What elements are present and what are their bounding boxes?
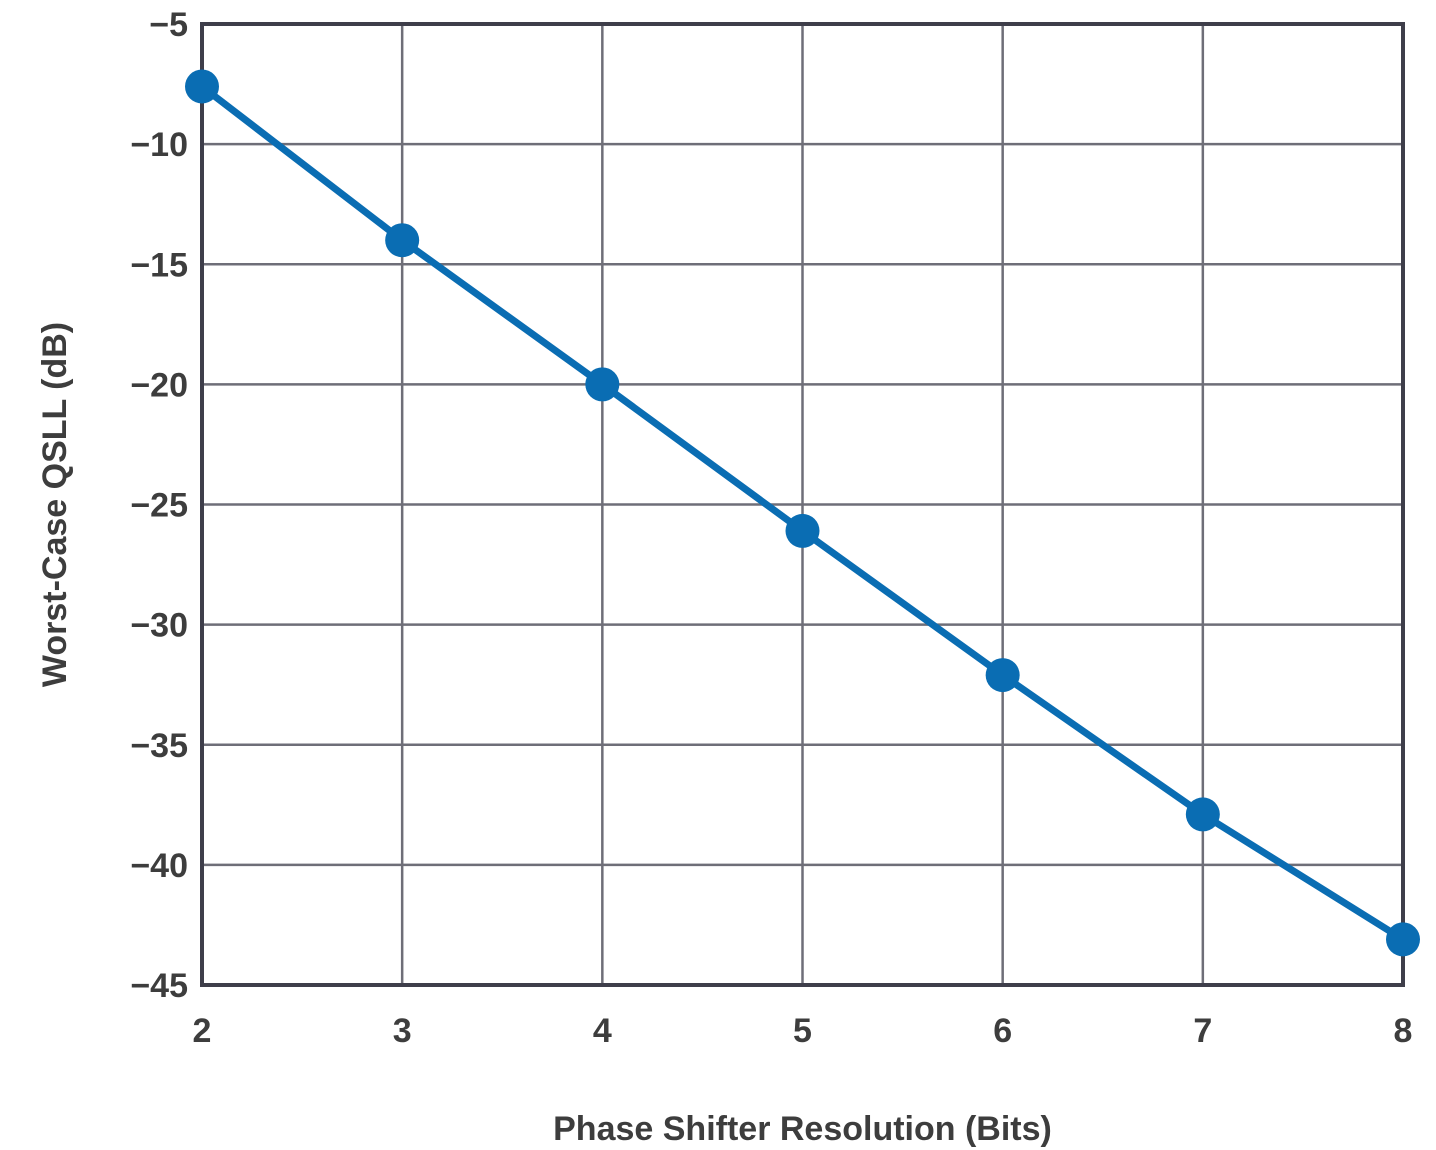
data-point-0-6 (1386, 922, 1420, 957)
y-tick-label: −15 (130, 246, 188, 284)
data-point-0-5 (1185, 797, 1220, 832)
x-tick-label: 3 (393, 1012, 412, 1050)
x-tick-label: 7 (1193, 1012, 1212, 1050)
y-tick-label: −10 (130, 126, 188, 164)
y-tick-label: −40 (130, 847, 188, 885)
y-tick-labels: −5 −10 −15 −20 −25 −30 −35 −40 −45 (130, 6, 188, 1005)
x-tick-label: 4 (593, 1012, 612, 1050)
data-point-0-4 (985, 658, 1020, 693)
y-tick-label: −30 (130, 607, 188, 645)
x-tick-label: 8 (1394, 1012, 1413, 1050)
data-point-0-0 (185, 69, 219, 104)
data-point-0-2 (585, 367, 620, 402)
y-tick-label: −45 (130, 967, 188, 1005)
y-tick-label: −20 (130, 366, 188, 404)
x-tick-label: 6 (993, 1012, 1012, 1050)
series-layer (185, 69, 1420, 957)
x-tick-labels: 2 3 4 5 6 7 8 (193, 1012, 1413, 1050)
y-axis-title: Worst-Case QSLL (dB) (36, 322, 74, 687)
data-point-0-1 (385, 223, 420, 258)
x-tick-label: 2 (193, 1012, 212, 1050)
x-axis-title: Phase Shifter Resolution (Bits) (553, 1110, 1052, 1148)
y-tick-label: −25 (130, 487, 188, 525)
y-tick-label: −35 (130, 727, 188, 765)
grid (200, 22, 1405, 987)
data-point-0-3 (785, 513, 820, 548)
y-tick-label: −5 (149, 6, 188, 44)
plot-frame (200, 22, 1405, 987)
x-tick-label: 5 (793, 1012, 812, 1050)
